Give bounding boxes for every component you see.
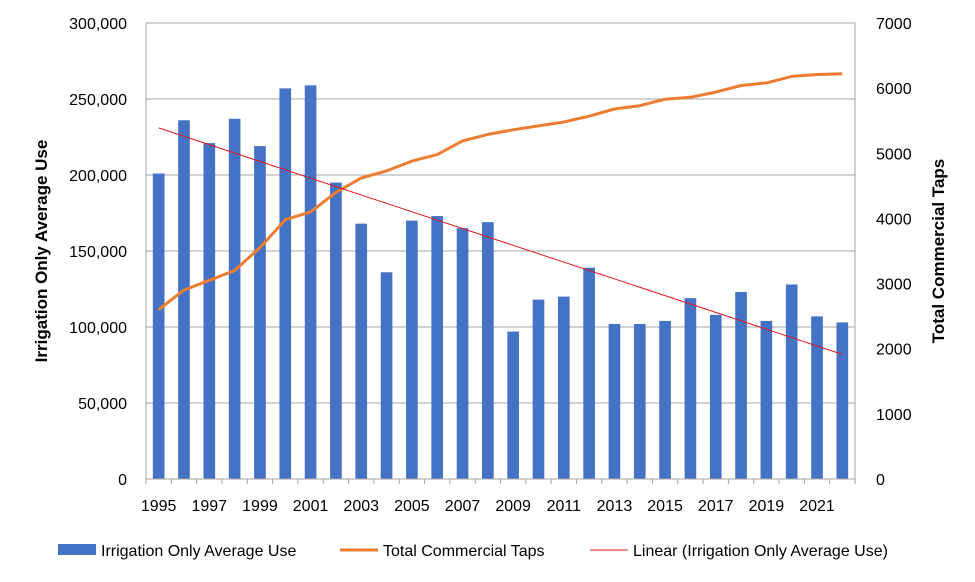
bar-2016 (684, 298, 697, 479)
bar-series (152, 85, 849, 480)
x-tick-label: 2001 (293, 498, 329, 515)
y-tick-label: 0 (118, 472, 127, 489)
bar-1995 (152, 173, 165, 480)
x-tick-label: 2003 (343, 498, 379, 515)
bar-2020 (785, 284, 798, 479)
left-axis-title: Irrigation Only Average Use (32, 140, 51, 363)
y-tick-label: 150,000 (69, 244, 127, 261)
bar-2003 (355, 223, 368, 479)
y-tick-label: 200,000 (69, 168, 127, 185)
x-tick-label: 2013 (597, 498, 633, 515)
x-tick-label: 2019 (749, 498, 785, 515)
bar-1997 (203, 143, 216, 479)
bar-2022 (836, 322, 849, 479)
y2-tick-label: 3000 (876, 277, 912, 294)
legend-swatch-bars (58, 544, 96, 555)
right-axis-ticks: 0 1000 2000 3000 4000 5000 6000 7000 (876, 16, 912, 489)
x-tick-label: 2011 (547, 498, 582, 515)
legend-label-bars: Irrigation Only Average Use (101, 543, 296, 560)
x-tick-label: 1999 (242, 498, 278, 515)
x-tick-label: 2015 (647, 498, 683, 515)
bar-2004 (380, 272, 393, 479)
bar-2007 (456, 228, 469, 479)
bar-2005 (406, 220, 418, 479)
y2-tick-label: 4000 (876, 211, 912, 228)
bar-2012 (583, 267, 595, 479)
bar-2002 (330, 182, 342, 479)
gridlines (146, 22, 855, 404)
y-tick-label: 100,000 (69, 320, 127, 337)
bar-2019 (760, 320, 773, 479)
y2-tick-label: 5000 (876, 146, 912, 163)
legend: Irrigation Only Average Use Total Commer… (58, 543, 888, 560)
bar-2015 (659, 320, 671, 479)
x-tick-label: 2007 (445, 498, 481, 515)
bar-1998 (228, 118, 241, 479)
x-tick-label: 2021 (799, 498, 835, 515)
y2-tick-label: 0 (876, 472, 885, 489)
x-axis-ticks: 1995 1997 1999 2001 2003 2005 2007 2009 2011 2013… (141, 498, 835, 515)
bar-2008 (482, 222, 494, 479)
x-tick-label: 1997 (192, 498, 228, 515)
bar-2006 (431, 216, 444, 480)
bar-2014 (633, 323, 646, 479)
y2-tick-label: 7000 (876, 16, 912, 33)
x-tick-label: 1995 (141, 498, 177, 515)
y2-tick-label: 2000 (876, 342, 912, 359)
bar-2000 (279, 88, 292, 480)
bar-1999 (254, 146, 266, 479)
bar-2021 (811, 316, 823, 479)
bar-2017 (709, 314, 722, 479)
bar-2010 (532, 299, 545, 479)
y-tick-label: 250,000 (69, 92, 127, 109)
y-tick-label: 50,000 (78, 396, 127, 413)
x-tick-label: 2009 (495, 498, 531, 515)
bar-1996 (178, 120, 190, 479)
axes (145, 23, 856, 484)
line-total-commercial-taps (157, 72, 843, 311)
right-axis-title: Total Commercial Taps (929, 159, 948, 344)
bar-2018 (735, 292, 747, 479)
y2-tick-label: 6000 (876, 81, 912, 98)
left-axis-ticks: 0 50,000 100,000 150,000 200,000 250,000 300,0… (69, 16, 127, 489)
bar-2011 (557, 296, 570, 479)
line-series (157, 72, 843, 355)
bar-2001 (304, 85, 317, 479)
legend-label-trend: Linear (Irrigation Only Average Use) (633, 543, 888, 560)
bar-2013 (608, 323, 621, 479)
legend-label-taps: Total Commercial Taps (383, 543, 545, 560)
y-tick-label: 300,000 (69, 16, 127, 33)
y2-tick-label: 1000 (876, 407, 912, 424)
x-tick-label: 2017 (698, 498, 734, 515)
bar-2009 (507, 331, 519, 479)
trendline-linear (158, 127, 843, 355)
x-tick-label: 2005 (394, 498, 430, 515)
